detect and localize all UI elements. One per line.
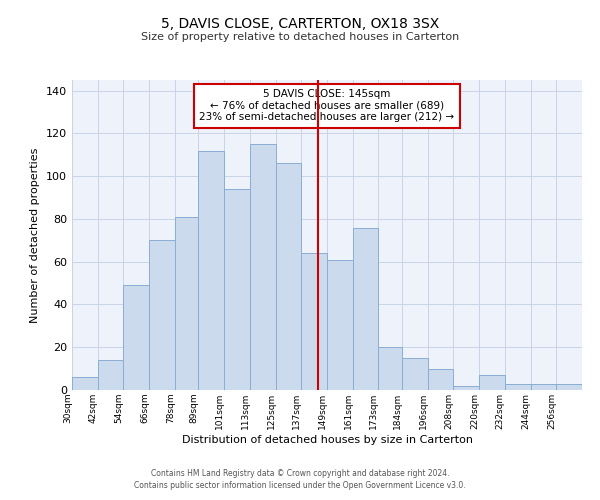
Bar bbox=[454, 386, 479, 390]
Bar bbox=[72, 377, 98, 390]
Bar bbox=[479, 375, 505, 390]
Bar bbox=[175, 217, 199, 390]
Bar bbox=[556, 384, 582, 390]
Bar bbox=[379, 347, 402, 390]
Bar bbox=[505, 384, 530, 390]
Bar bbox=[530, 384, 556, 390]
Bar bbox=[275, 164, 301, 390]
Bar bbox=[124, 285, 149, 390]
Bar bbox=[301, 253, 327, 390]
Text: 5, DAVIS CLOSE, CARTERTON, OX18 3SX: 5, DAVIS CLOSE, CARTERTON, OX18 3SX bbox=[161, 18, 439, 32]
Text: 5 DAVIS CLOSE: 145sqm
← 76% of detached houses are smaller (689)
23% of semi-det: 5 DAVIS CLOSE: 145sqm ← 76% of detached … bbox=[199, 90, 455, 122]
Bar bbox=[327, 260, 353, 390]
Bar bbox=[250, 144, 275, 390]
Bar bbox=[428, 368, 454, 390]
Text: Contains HM Land Registry data © Crown copyright and database right 2024.: Contains HM Land Registry data © Crown c… bbox=[151, 468, 449, 477]
Bar bbox=[353, 228, 379, 390]
Bar bbox=[149, 240, 175, 390]
Text: Contains public sector information licensed under the Open Government Licence v3: Contains public sector information licen… bbox=[134, 481, 466, 490]
Bar bbox=[402, 358, 428, 390]
Bar bbox=[224, 189, 250, 390]
Y-axis label: Number of detached properties: Number of detached properties bbox=[31, 148, 40, 322]
X-axis label: Distribution of detached houses by size in Carterton: Distribution of detached houses by size … bbox=[182, 434, 473, 444]
Bar bbox=[98, 360, 124, 390]
Text: Size of property relative to detached houses in Carterton: Size of property relative to detached ho… bbox=[141, 32, 459, 42]
Bar bbox=[199, 150, 224, 390]
